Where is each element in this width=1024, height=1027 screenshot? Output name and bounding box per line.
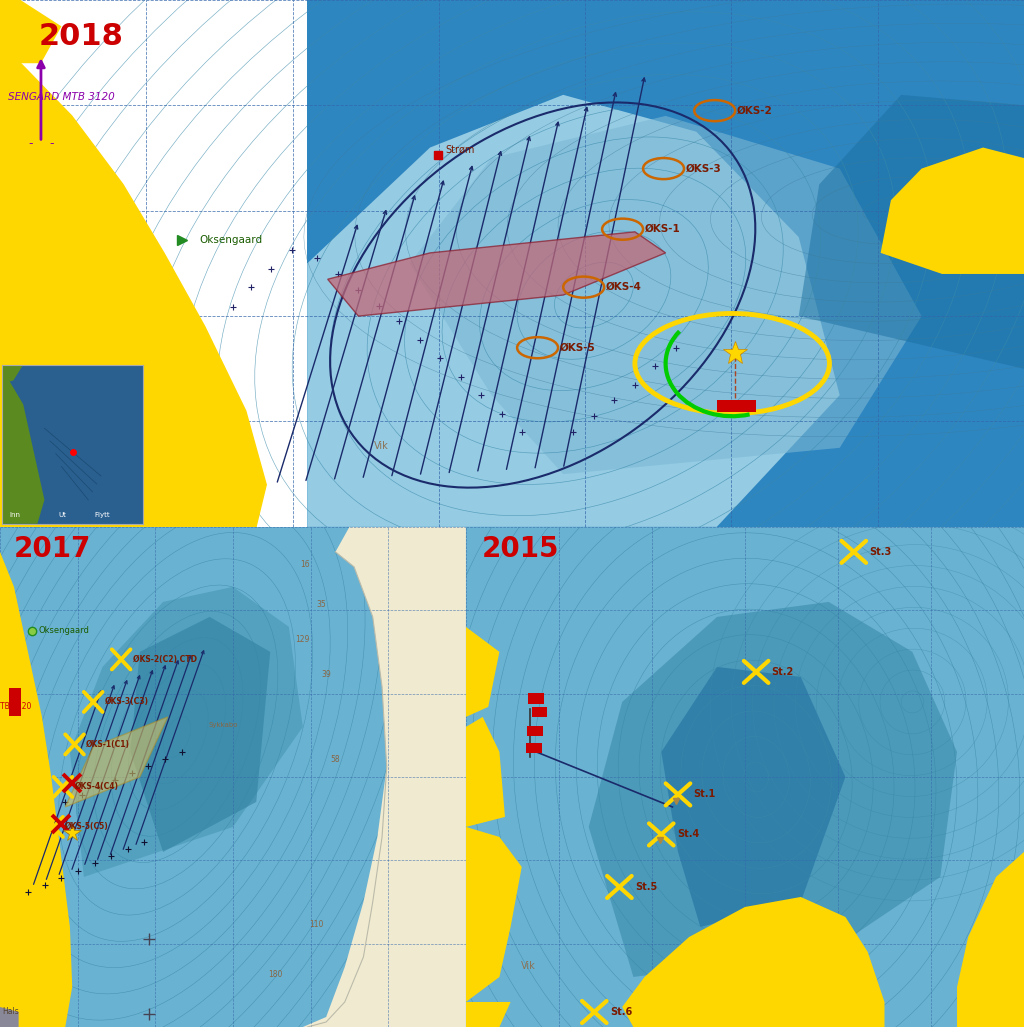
Text: 16: 16	[300, 560, 310, 569]
Polygon shape	[0, 0, 61, 64]
Text: Oksengaard: Oksengaard	[38, 626, 89, 636]
Text: Hals: Hals	[2, 1007, 19, 1017]
Text: Oksengaard: Oksengaard	[200, 235, 263, 244]
Text: ØKS-4: ØKS-4	[606, 282, 642, 292]
Text: -: -	[49, 138, 53, 151]
Text: ØKS-3: ØKS-3	[686, 163, 722, 174]
Text: Vik: Vik	[520, 961, 536, 972]
Polygon shape	[466, 717, 505, 827]
Text: St.2: St.2	[772, 667, 794, 677]
Polygon shape	[466, 1002, 511, 1027]
Polygon shape	[410, 116, 922, 474]
Bar	[717, 401, 756, 412]
Polygon shape	[623, 897, 885, 1027]
Text: 39: 39	[322, 670, 331, 679]
Text: SENGARD MTB 3120: SENGARD MTB 3120	[8, 92, 115, 102]
Text: ØKS-1: ØKS-1	[645, 224, 681, 234]
Polygon shape	[70, 586, 303, 877]
Text: Strøm: Strøm	[445, 145, 475, 155]
Polygon shape	[466, 827, 522, 1002]
Text: 2017: 2017	[14, 535, 91, 563]
Text: ØKS-3(C3): ØKS-3(C3)	[104, 697, 148, 707]
Polygon shape	[799, 94, 1024, 369]
Text: ØKS-1(C1): ØKS-1(C1)	[86, 739, 130, 749]
Text: 110: 110	[309, 920, 324, 929]
Bar	[531, 707, 548, 717]
Polygon shape	[589, 602, 957, 977]
Text: St.3: St.3	[869, 546, 892, 557]
Polygon shape	[662, 667, 846, 927]
Text: Vik: Vik	[374, 441, 388, 451]
Polygon shape	[328, 232, 666, 316]
Text: 35: 35	[316, 600, 327, 609]
Polygon shape	[307, 0, 1024, 527]
Text: St.4: St.4	[677, 830, 699, 839]
Text: -: -	[29, 138, 33, 151]
Text: ØKS-2: ØKS-2	[737, 106, 773, 116]
Text: ØKS-5: ØKS-5	[560, 343, 596, 352]
Polygon shape	[0, 551, 73, 1027]
Polygon shape	[66, 717, 168, 807]
Polygon shape	[0, 977, 28, 1027]
Text: ØKS-5(C5): ØKS-5(C5)	[66, 823, 109, 832]
Text: St.1: St.1	[693, 790, 716, 799]
Polygon shape	[130, 617, 270, 852]
Text: 58: 58	[331, 755, 340, 764]
Polygon shape	[303, 527, 466, 1027]
Text: Flytt: Flytt	[94, 512, 110, 519]
Polygon shape	[2, 365, 24, 384]
Polygon shape	[307, 94, 840, 527]
Bar	[528, 693, 544, 705]
Text: 129: 129	[296, 635, 310, 644]
Polygon shape	[957, 852, 1024, 1027]
Text: 2015: 2015	[481, 535, 559, 563]
Bar	[527, 726, 543, 736]
Text: Inn: Inn	[9, 512, 20, 519]
Polygon shape	[0, 42, 266, 527]
Polygon shape	[881, 148, 1024, 274]
Polygon shape	[0, 1007, 18, 1027]
Text: 180: 180	[267, 969, 282, 979]
Bar	[526, 743, 542, 753]
Polygon shape	[2, 365, 44, 524]
Text: St.6: St.6	[610, 1007, 632, 1017]
Text: ØKS-2(C2) CTD: ØKS-2(C2) CTD	[133, 655, 197, 663]
Polygon shape	[0, 527, 466, 1027]
Bar	[9, 688, 20, 716]
Text: St.5: St.5	[635, 882, 657, 892]
Polygon shape	[466, 527, 1024, 1027]
Text: TB 3120: TB 3120	[0, 702, 32, 712]
Text: Ut: Ut	[58, 512, 67, 519]
Text: ØKS-4(C4): ØKS-4(C4)	[75, 783, 119, 792]
Text: 2018: 2018	[39, 22, 124, 50]
Text: Sykkabo: Sykkabo	[209, 722, 239, 728]
Polygon shape	[466, 626, 500, 717]
